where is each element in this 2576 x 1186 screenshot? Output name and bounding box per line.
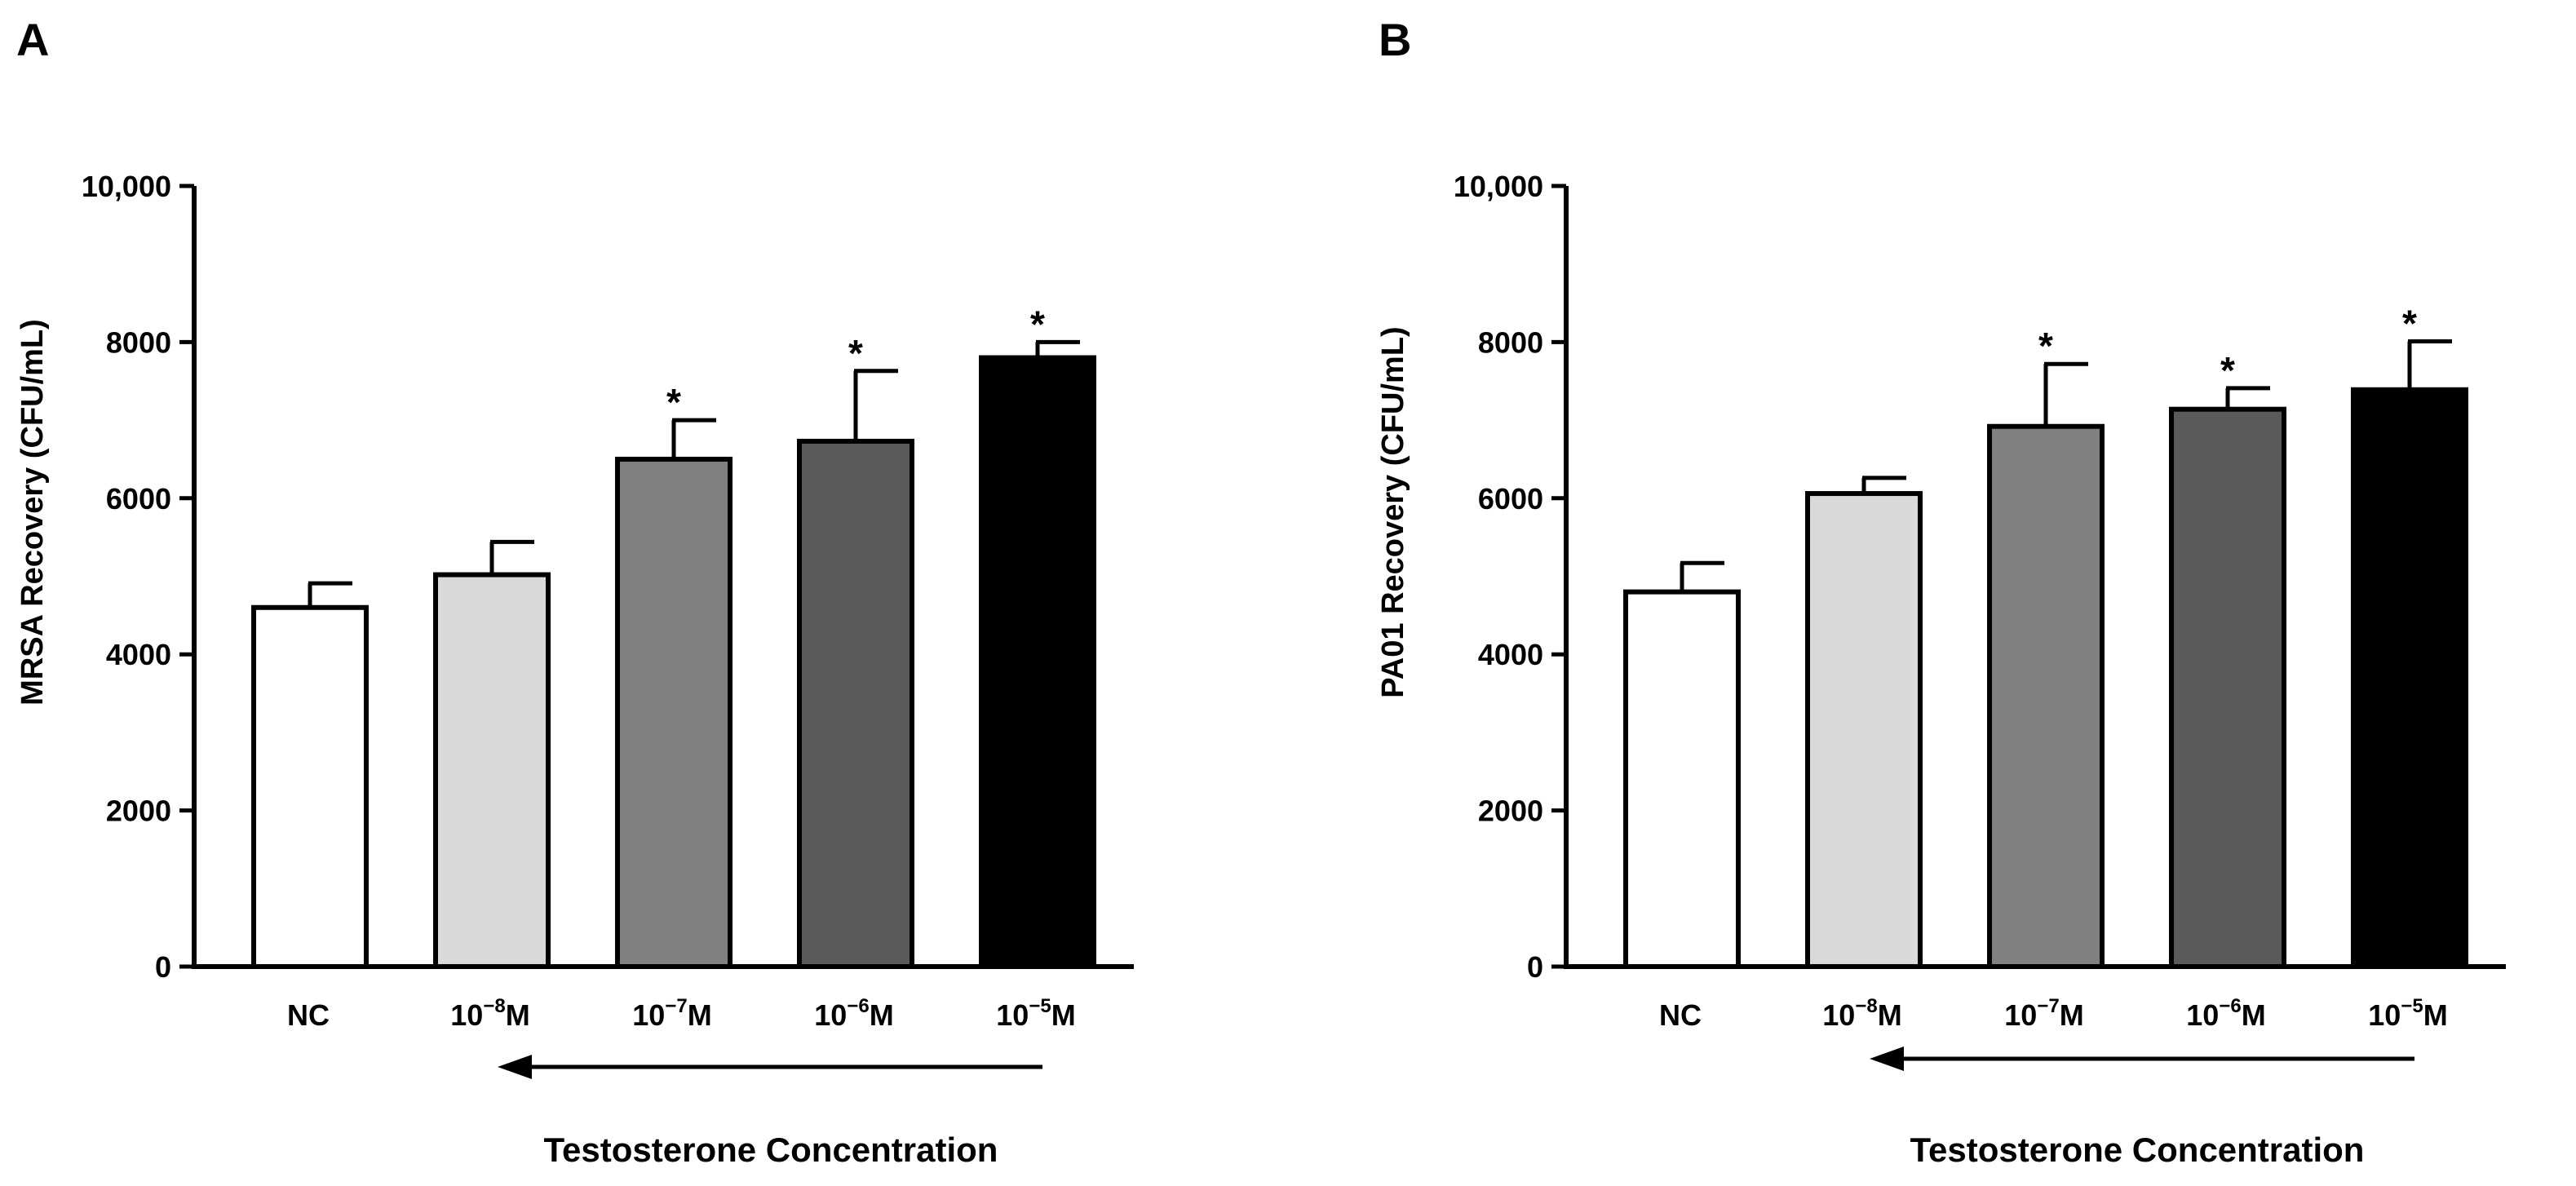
bar-a	[433, 572, 551, 969]
bar-a	[251, 604, 369, 970]
x-tick-label-b: 10−7M	[2004, 995, 2083, 1032]
x-tick-label-a: 10−5M	[996, 995, 1075, 1032]
y-tick-label-a: 2000	[106, 794, 171, 828]
y-tick-label-a: 4000	[106, 638, 171, 671]
y-tick-label-a: 8000	[106, 325, 171, 359]
bar-a	[615, 456, 733, 969]
significance-marker-a: *	[666, 381, 681, 423]
x-axis-label-b: Testosterone Concentration	[1910, 1131, 2365, 1169]
bar-b	[1805, 491, 1923, 969]
bar-b	[2169, 406, 2286, 969]
y-tick-label-a: 10,000	[82, 170, 171, 203]
x-tick-label-b: 10−5M	[2368, 995, 2447, 1032]
y-axis-label-b: PA01 Recovery (CFU/mL)	[1376, 326, 1410, 697]
bar-b	[1623, 589, 1741, 969]
chart-panel-b: B PA01 Recovery (CFU/mL) Testosterone Co…	[1376, 14, 2506, 1169]
significance-marker-b: *	[2038, 325, 2053, 367]
chart-panel-a: A MRSA Recovery (CFU/mL) Testosterone Co…	[15, 14, 1134, 1169]
direction-arrow-head-a	[498, 1055, 532, 1079]
y-tick-label-a: 6000	[106, 482, 171, 516]
y-tick-label-b: 8000	[1478, 325, 1543, 359]
bar-a	[797, 438, 914, 969]
bar-a	[979, 355, 1096, 970]
x-tick-label-a: 10−7M	[632, 995, 711, 1032]
panel-letter-b: B	[1379, 14, 1411, 65]
y-tick-label-a: 0	[155, 950, 171, 984]
y-axis-label-a: MRSA Recovery (CFU/mL)	[15, 319, 50, 706]
significance-marker-b: *	[2220, 349, 2235, 392]
x-tick-label-b: NC	[1659, 998, 1702, 1032]
x-tick-label-a: 10−8M	[450, 995, 529, 1032]
x-axis-label-a: Testosterone Concentration	[544, 1131, 998, 1169]
bar-b	[2351, 387, 2468, 970]
y-tick-label-b: 0	[1527, 950, 1543, 984]
y-tick-label-b: 10,000	[1454, 170, 1543, 203]
significance-marker-a: *	[1030, 303, 1045, 345]
y-tick-label-b: 6000	[1478, 482, 1543, 516]
y-tick-label-b: 4000	[1478, 638, 1543, 671]
significance-marker-a: *	[848, 332, 863, 374]
x-tick-label-a: NC	[287, 998, 330, 1032]
x-tick-label-b: 10−8M	[1822, 995, 1901, 1032]
bar-b	[1987, 423, 2105, 969]
panel-letter-a: A	[16, 14, 49, 65]
significance-marker-b: *	[2402, 302, 2417, 344]
x-tick-label-a: 10−6M	[814, 995, 893, 1032]
y-tick-label-b: 2000	[1478, 794, 1543, 828]
direction-arrow-head-b	[1870, 1047, 1904, 1071]
x-tick-label-b: 10−6M	[2186, 995, 2265, 1032]
